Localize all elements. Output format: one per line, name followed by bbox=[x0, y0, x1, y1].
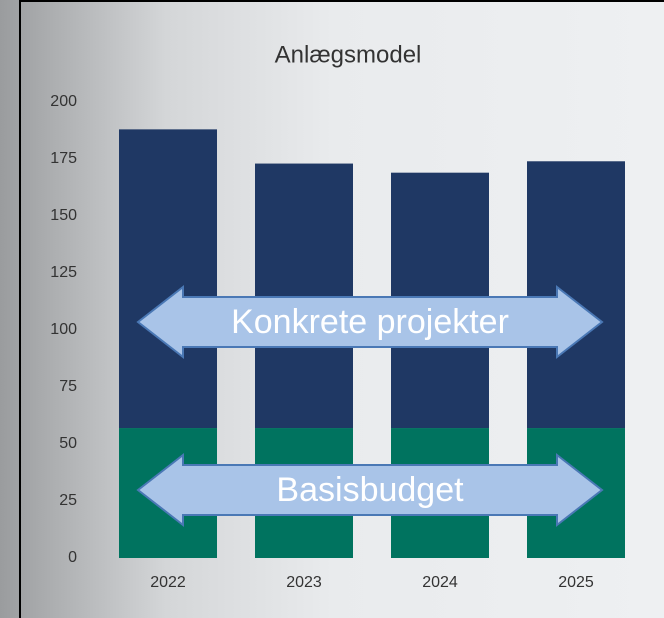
chart-title: Anlægsmodel bbox=[275, 41, 422, 68]
y-tick-label: 175 bbox=[50, 150, 77, 167]
annotation-text: Konkrete projekter bbox=[231, 303, 509, 341]
y-tick-label: 200 bbox=[50, 93, 77, 110]
x-tick-label: 2023 bbox=[286, 574, 322, 591]
bar-segment bbox=[119, 129, 217, 428]
annotation-text: Basisbudget bbox=[276, 471, 464, 509]
y-tick-label: 50 bbox=[59, 435, 77, 452]
y-tick-label: 25 bbox=[59, 492, 77, 509]
y-tick-label: 150 bbox=[50, 207, 77, 224]
x-tick-label: 2024 bbox=[422, 574, 458, 591]
x-tick-label: 2022 bbox=[150, 574, 186, 591]
bar-segment bbox=[527, 161, 625, 428]
page: Anlægsmodel 0 25 50 75 100 125 150 175 200 2022 20… bbox=[0, 0, 664, 618]
x-tick-label: 2025 bbox=[558, 574, 594, 591]
y-tick-label: 0 bbox=[68, 549, 77, 566]
y-tick-label: 100 bbox=[50, 321, 77, 338]
y-tick-label: 125 bbox=[50, 264, 77, 281]
chart: Anlægsmodel 0 25 50 75 100 125 150 175 200 2022 20… bbox=[0, 0, 664, 618]
bar-segment bbox=[255, 164, 353, 428]
y-tick-label: 75 bbox=[59, 378, 77, 395]
